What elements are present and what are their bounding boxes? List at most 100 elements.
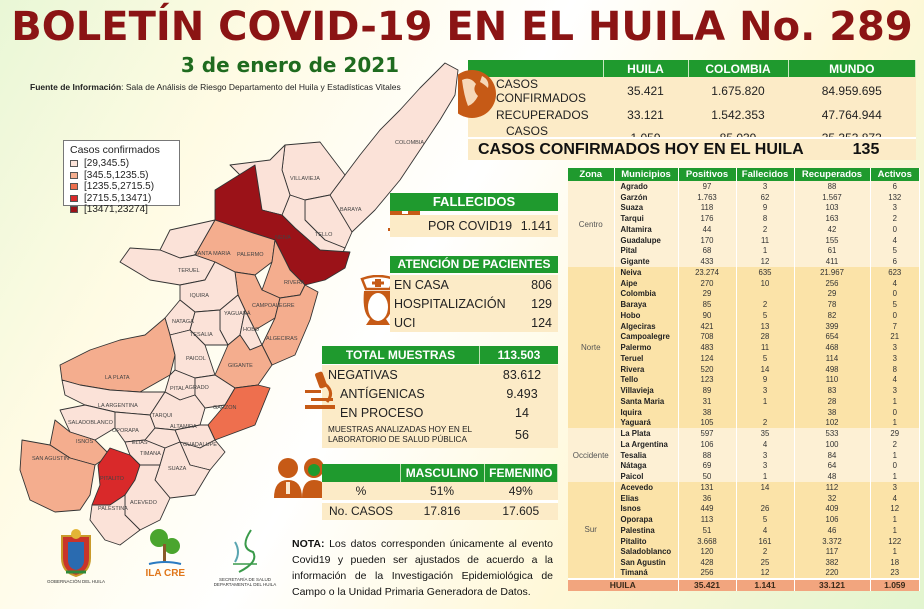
municipios-table: Zona Municipios Positivos Fallecidos Rec… [568, 168, 920, 591]
municipio-name: Santa Maria [614, 396, 679, 407]
total-activos: 1.059 [870, 577, 920, 591]
activos-cell: 623 [870, 267, 920, 278]
table-row: Centro Agrado 97 3 88 6 [568, 181, 920, 267]
municipio-name: Yaguará [614, 417, 679, 429]
positivos-cell: 449 [678, 503, 737, 515]
svg-text:LA ARGENTINA: LA ARGENTINA [98, 403, 138, 409]
fallecidos-cell: 13 [736, 320, 795, 332]
municipio-name: San Agustin [614, 557, 679, 568]
municipio-name: Palermo [614, 342, 679, 353]
fallecidos-cell: 2 [736, 546, 795, 558]
recuperados-cell: 117 [794, 546, 871, 558]
legend-label: [1235.5,2715.5) [84, 181, 155, 193]
recuperados-cell: 46 [794, 525, 871, 536]
recuperados-cell: 100 [794, 439, 871, 450]
positivos-cell: 51 [678, 525, 737, 536]
zone-cell: Sur [568, 482, 615, 579]
table-row: La Argentina 106 4 100 2 [568, 439, 920, 450]
globe-icon [458, 70, 496, 118]
muestras-row: EN PROCESO 14 [322, 403, 558, 422]
atencion-row: EN CASA 806 [390, 275, 558, 294]
municipio-name: Saladoblanco [614, 546, 679, 558]
municipio-name: La Plata [614, 428, 679, 439]
activos-cell: 1 [870, 525, 920, 536]
activos-cell: 4 [870, 234, 920, 246]
people-icon [274, 458, 328, 498]
map-legend: Casos confirmados [29,345.5) [345.5,1235… [63, 140, 180, 215]
svg-text:ALGECIRAS: ALGECIRAS [266, 336, 298, 342]
fallecidos-cell [736, 406, 795, 418]
positivos-cell: 97 [678, 181, 737, 192]
table-row: Villavieja 89 3 83 3 [568, 385, 920, 396]
municipio-name: Oporapa [614, 514, 679, 525]
gobernacion-label: GOBERNACIÓN DEL HUILA [46, 579, 106, 584]
legend-swatch [70, 171, 78, 179]
summary-row: RECUPERADOS 33.121 1.542.353 47.764.944 [468, 105, 916, 124]
fallecidos-cell: 3 [736, 181, 795, 192]
positivos-cell: 88 [678, 449, 737, 461]
svg-text:TIMANA: TIMANA [140, 451, 161, 457]
activos-cell: 12 [870, 503, 920, 515]
fallecidos-value: 1.141 [520, 219, 552, 233]
activos-cell: 0 [870, 406, 920, 418]
svg-text:AGRADO: AGRADO [185, 385, 210, 391]
atencion-value: 806 [531, 277, 552, 292]
activos-cell: 1 [870, 449, 920, 461]
table-row: Rivera 520 14 498 8 [568, 363, 920, 375]
fallecidos-cell: 1 [736, 396, 795, 407]
fallecidos-cell: 3 [736, 460, 795, 472]
activos-cell: 7 [870, 320, 920, 332]
atencion-value: 129 [531, 296, 552, 311]
table-row: Norte Neiva 23.274 635 21.967 623 [568, 267, 920, 429]
svg-text:BARAYA: BARAYA [340, 207, 362, 213]
recuperados-cell: 155 [794, 234, 871, 246]
fallecidos-cell: 161 [736, 535, 795, 547]
sexo-header-femenino: FEMENINO [484, 464, 559, 482]
recuperados-cell: 654 [794, 331, 871, 343]
legend-swatch [70, 160, 78, 168]
muestras-label: MUESTRAS ANALIZADAS HOY EN EL LABORATORI… [328, 425, 472, 444]
region-algeciras [261, 284, 319, 366]
table-row: Gigante 433 12 411 6 [568, 256, 920, 267]
recuperados-cell: 114 [794, 353, 871, 364]
recuperados-cell: 112 [794, 482, 871, 493]
activos-cell: 0 [870, 310, 920, 321]
recuperados-cell: 29 [794, 288, 871, 300]
secretaria-label: SECRETARÍA DE SALUD DEPARTAMENTAL DEL HU… [213, 577, 277, 587]
positivos-cell: 123 [678, 374, 737, 386]
sexo-header-masculino: MASCULINO [400, 464, 485, 482]
recuperados-cell: 3.372 [794, 535, 871, 547]
legend-swatch [70, 194, 78, 202]
fallecidos-cell: 1 [736, 471, 795, 482]
muestras-value: 14 [515, 405, 529, 420]
activos-cell: 6 [870, 256, 920, 267]
summary-value: 1.675.820 [688, 77, 788, 105]
municipio-name: Suaza [614, 202, 679, 214]
table-row: Timaná 256 12 220 23 [568, 568, 920, 579]
svg-text:SUAZA: SUAZA [168, 466, 187, 472]
region-palestina [89, 494, 141, 546]
fallecidos-row: POR COVID19 1.141 [390, 215, 558, 237]
legend-item: [13471,23274] [70, 204, 173, 216]
summary-row: CASOS CONFIRMADOS 35.421 1.675.820 84.95… [468, 77, 916, 105]
svg-text:ISNOS: ISNOS [76, 439, 93, 445]
recuperados-cell: 88 [794, 181, 871, 192]
table-row: Isnos 449 26 409 12 [568, 503, 920, 515]
recuperados-cell: 84 [794, 449, 871, 461]
legend-item: [29,345.5) [70, 158, 173, 170]
positivos-cell: 44 [678, 224, 737, 235]
fallecidos-panel: FALLECIDOS POR COVID19 1.141 [390, 193, 558, 237]
svg-text:GARZON: GARZON [213, 405, 237, 411]
svg-text:GUADALUPE: GUADALUPE [183, 442, 217, 448]
fallecidos-cell: 35 [736, 428, 795, 439]
svg-text:TESALIA: TESALIA [190, 332, 213, 338]
svg-text:TELLO: TELLO [315, 232, 333, 238]
positivos-cell: 421 [678, 320, 737, 332]
positivos-cell: 89 [678, 385, 737, 396]
positivos-cell: 428 [678, 557, 737, 568]
svg-text:HOBO: HOBO [243, 327, 260, 333]
sexo-row: No. CASOS 17.816 17.605 [322, 499, 558, 520]
table-row: Garzón 1.763 62 1.567 132 [568, 191, 920, 203]
sexo-table: MASCULINO FEMENINO % 51% 49% No. CASOS 1… [322, 464, 559, 520]
legend-item: [1235.5,2715.5) [70, 181, 173, 193]
